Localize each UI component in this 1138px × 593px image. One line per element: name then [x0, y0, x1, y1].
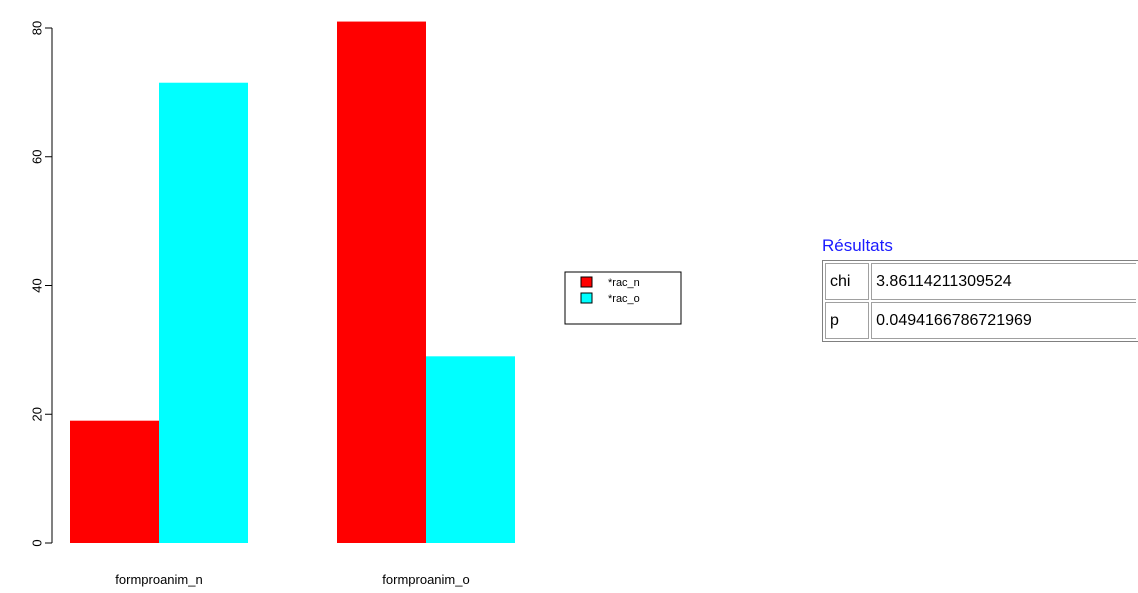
legend-label: *rac_o [608, 293, 640, 305]
chi-label: chi [825, 263, 870, 300]
y-tick-label: 0 [29, 539, 44, 546]
results-title: Résultats [822, 236, 893, 255]
y-tick-label: 80 [29, 21, 44, 35]
legend-swatch [580, 276, 593, 288]
chi-value: 3.86114211309524 [871, 263, 1136, 300]
legend-swatch [580, 292, 593, 304]
bar-formproanim_o-rac_o [426, 356, 515, 543]
results-table: chi 3.86114211309524 p 0.049416678672196… [822, 260, 1138, 342]
results-panel: Résultats chi 3.86114211309524 p 0.04941… [822, 236, 1138, 342]
y-tick-label: 60 [29, 150, 44, 164]
table-row: p 0.0494166786721969 [825, 302, 1136, 339]
bar-formproanim_n-rac_o [159, 82, 248, 543]
table-row: chi 3.86114211309524 [825, 263, 1136, 300]
p-value: 0.0494166786721969 [871, 302, 1136, 339]
y-axis: 0 20 40 60 80 [29, 21, 53, 547]
x-axis-labels: formproanim_n formproanim_o [115, 572, 469, 587]
x-tick-label: formproanim_n [115, 572, 202, 587]
legend-label: *rac_n [608, 277, 640, 289]
bars [70, 21, 515, 543]
y-tick-label: 40 [29, 278, 44, 292]
p-label: p [825, 302, 870, 339]
y-tick-label: 20 [29, 407, 44, 421]
bar-formproanim_n-rac_n [70, 420, 159, 543]
bar-chart: 0 20 40 60 80 formproanim_n formproanim_o *ra… [29, 21, 682, 587]
bar-formproanim_o-rac_n [337, 21, 426, 543]
x-tick-label: formproanim_o [382, 572, 469, 587]
legend: *rac_n *rac_o [564, 271, 682, 325]
